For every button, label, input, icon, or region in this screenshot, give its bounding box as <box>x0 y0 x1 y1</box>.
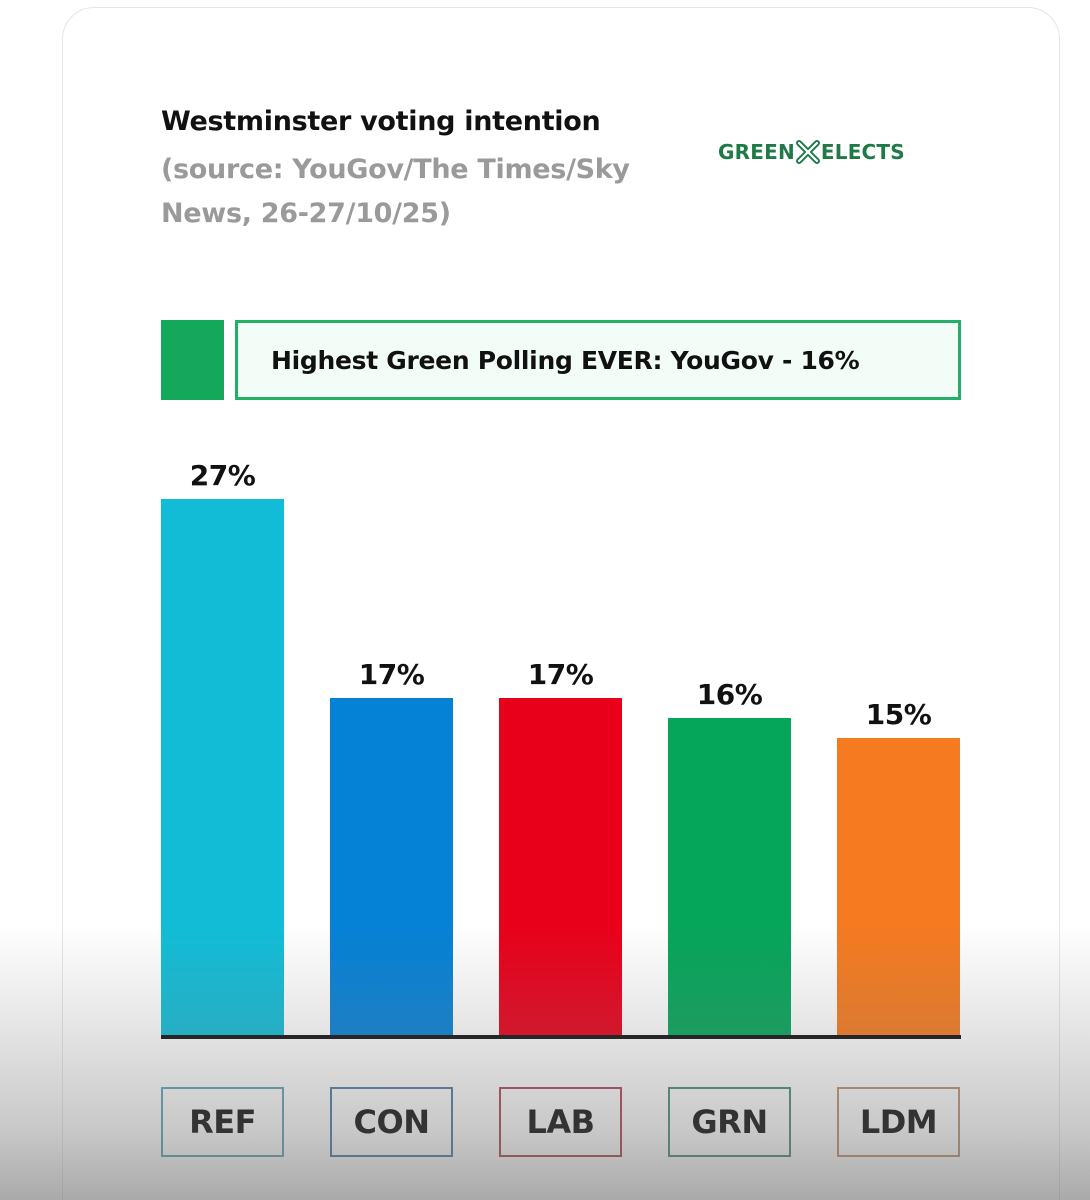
bar-value-label: 27% <box>189 459 256 492</box>
category-label-con: CON <box>330 1087 453 1157</box>
bar-ldm <box>837 738 960 1036</box>
category-label-lab: LAB <box>499 1087 622 1157</box>
banner-swatch <box>161 320 224 400</box>
highlight-banner: Highest Green Polling EVER: YouGov - 16% <box>235 320 961 400</box>
bar-con <box>330 698 453 1036</box>
bar-value-label: 16% <box>696 678 763 711</box>
x-cross-icon <box>795 140 820 164</box>
logo-text-left: GREEN <box>718 140 795 164</box>
category-label-grn: GRN <box>668 1087 791 1157</box>
chart-title: Westminster voting intention <box>161 106 601 137</box>
bar-value-label: 15% <box>865 698 932 731</box>
bar-grn <box>668 718 791 1036</box>
logo-text-right: ELECTS <box>820 140 905 164</box>
bar-lab <box>499 698 622 1036</box>
category-label-ref: REF <box>161 1087 284 1157</box>
chart-source: (source: YouGov/The Times/Sky News, 26-2… <box>161 154 630 229</box>
bar-ref <box>161 499 284 1036</box>
category-label-ldm: LDM <box>837 1087 960 1157</box>
bar-value-label: 17% <box>527 658 594 691</box>
x-axis-baseline <box>161 1035 961 1039</box>
bar-value-label: 17% <box>358 658 425 691</box>
banner-text: Highest Green Polling EVER: YouGov - 16% <box>271 345 860 375</box>
green-elects-logo: GREEN ELECTS <box>718 140 905 164</box>
